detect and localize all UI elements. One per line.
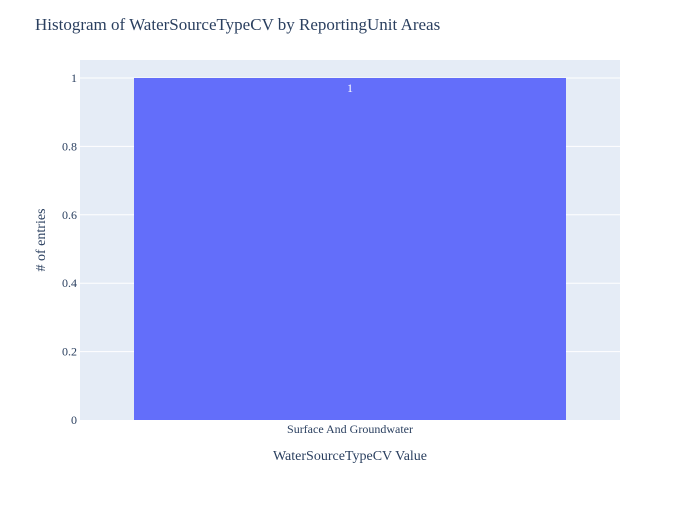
y-axis-title: # of entries [34,209,49,272]
bar[interactable] [134,78,566,420]
y-tick-label: 0.4 [62,276,77,290]
y-tick-label: 0.2 [62,345,77,359]
chart-title: Histogram of WaterSourceTypeCV by Report… [35,15,440,34]
x-tick-labels: Surface And Groundwater [287,422,413,436]
y-tick-label: 0.6 [62,208,77,222]
y-tick-labels: 0 0.2 0.4 0.6 0.8 1 [62,71,77,427]
x-tick-label: Surface And Groundwater [287,422,413,436]
bars: 1 [134,78,566,420]
x-axis-title: WaterSourceTypeCV Value [273,449,427,464]
bar-data-label: 1 [347,81,353,95]
y-tick-label: 0.8 [62,139,77,153]
y-tick-label: 1 [71,71,77,85]
y-tick-label: 0 [71,413,77,427]
